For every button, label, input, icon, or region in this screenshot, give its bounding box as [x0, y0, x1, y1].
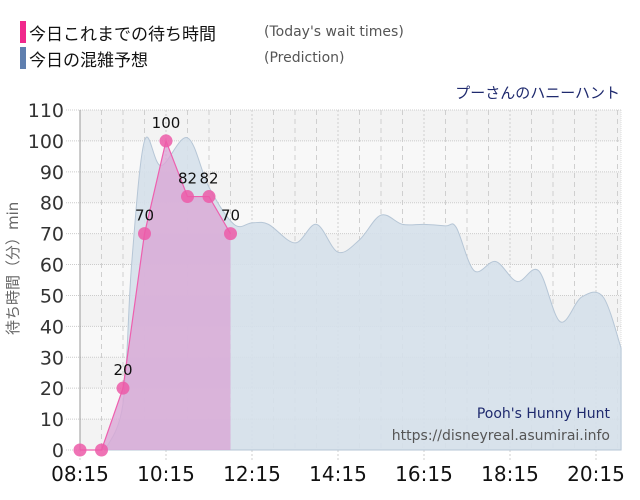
legend-label-jp: 今日の混雑予想: [29, 50, 148, 71]
y-tick-label: 50: [40, 285, 64, 307]
legend: 今日これまでの待ち時間 (Today's wait times) 今日の混雑予想…: [20, 19, 404, 71]
site-url: https://disneyreal.asumirai.info: [391, 428, 610, 444]
y-tick-label: 20: [40, 378, 64, 400]
y-tick-label: 90: [40, 162, 64, 184]
y-tick-label: 100: [28, 131, 64, 153]
y-axis-label: 待ち時間（分）min: [4, 201, 22, 335]
y-tick-label: 0: [52, 440, 64, 462]
y-tick-label: 10: [40, 409, 64, 431]
today-data-point: [95, 443, 108, 457]
prediction-swatch: [20, 47, 26, 69]
x-tick-label: 10:15: [137, 462, 195, 486]
data-label: 82: [178, 170, 197, 188]
today-data-point: [138, 227, 151, 241]
x-tick-label: 18:15: [481, 462, 539, 486]
plot-band: [80, 110, 621, 141]
today-data-point: [181, 190, 194, 204]
legend-item-today: 今日これまでの待ち時間 (Today's wait times): [20, 19, 404, 45]
y-tick-label: 60: [40, 255, 64, 277]
attraction-name-en: Pooh's Hunny Hunt: [476, 406, 610, 422]
x-tick-label: 20:15: [567, 462, 625, 486]
data-label: 82: [199, 170, 218, 188]
y-tick-label: 40: [40, 316, 64, 338]
legend-item-prediction: 今日の混雑予想 (Prediction): [20, 45, 404, 71]
x-tick-label: 12:15: [223, 462, 281, 486]
data-label: 100: [152, 114, 181, 132]
today-data-point: [73, 443, 87, 457]
y-tick-label: 110: [28, 100, 64, 122]
y-tick-label: 70: [40, 224, 64, 246]
y-tick-label: 80: [40, 193, 64, 215]
x-tick-label: 16:15: [395, 462, 453, 486]
today-data-point: [116, 381, 130, 395]
today-data-point: [202, 190, 216, 204]
legend-label-jp: 今日これまでの待ち時間: [29, 24, 216, 45]
chart-title: プーさんのハニーハント: [455, 84, 620, 102]
y-tick-label: 30: [40, 347, 64, 369]
today-swatch: [20, 21, 26, 43]
today-data-point: [159, 134, 173, 148]
legend-label-en: (Today's wait times): [264, 24, 404, 40]
data-label: 70: [221, 207, 240, 225]
today-area: [80, 140, 231, 450]
data-label: 70: [135, 207, 154, 225]
data-label: 20: [113, 361, 132, 379]
prediction-area: [104, 136, 622, 451]
today-data-point: [224, 227, 237, 241]
x-tick-label: 08:15: [51, 462, 109, 486]
x-tick-label: 14:15: [309, 462, 367, 486]
legend-label-en: (Prediction): [264, 50, 345, 66]
